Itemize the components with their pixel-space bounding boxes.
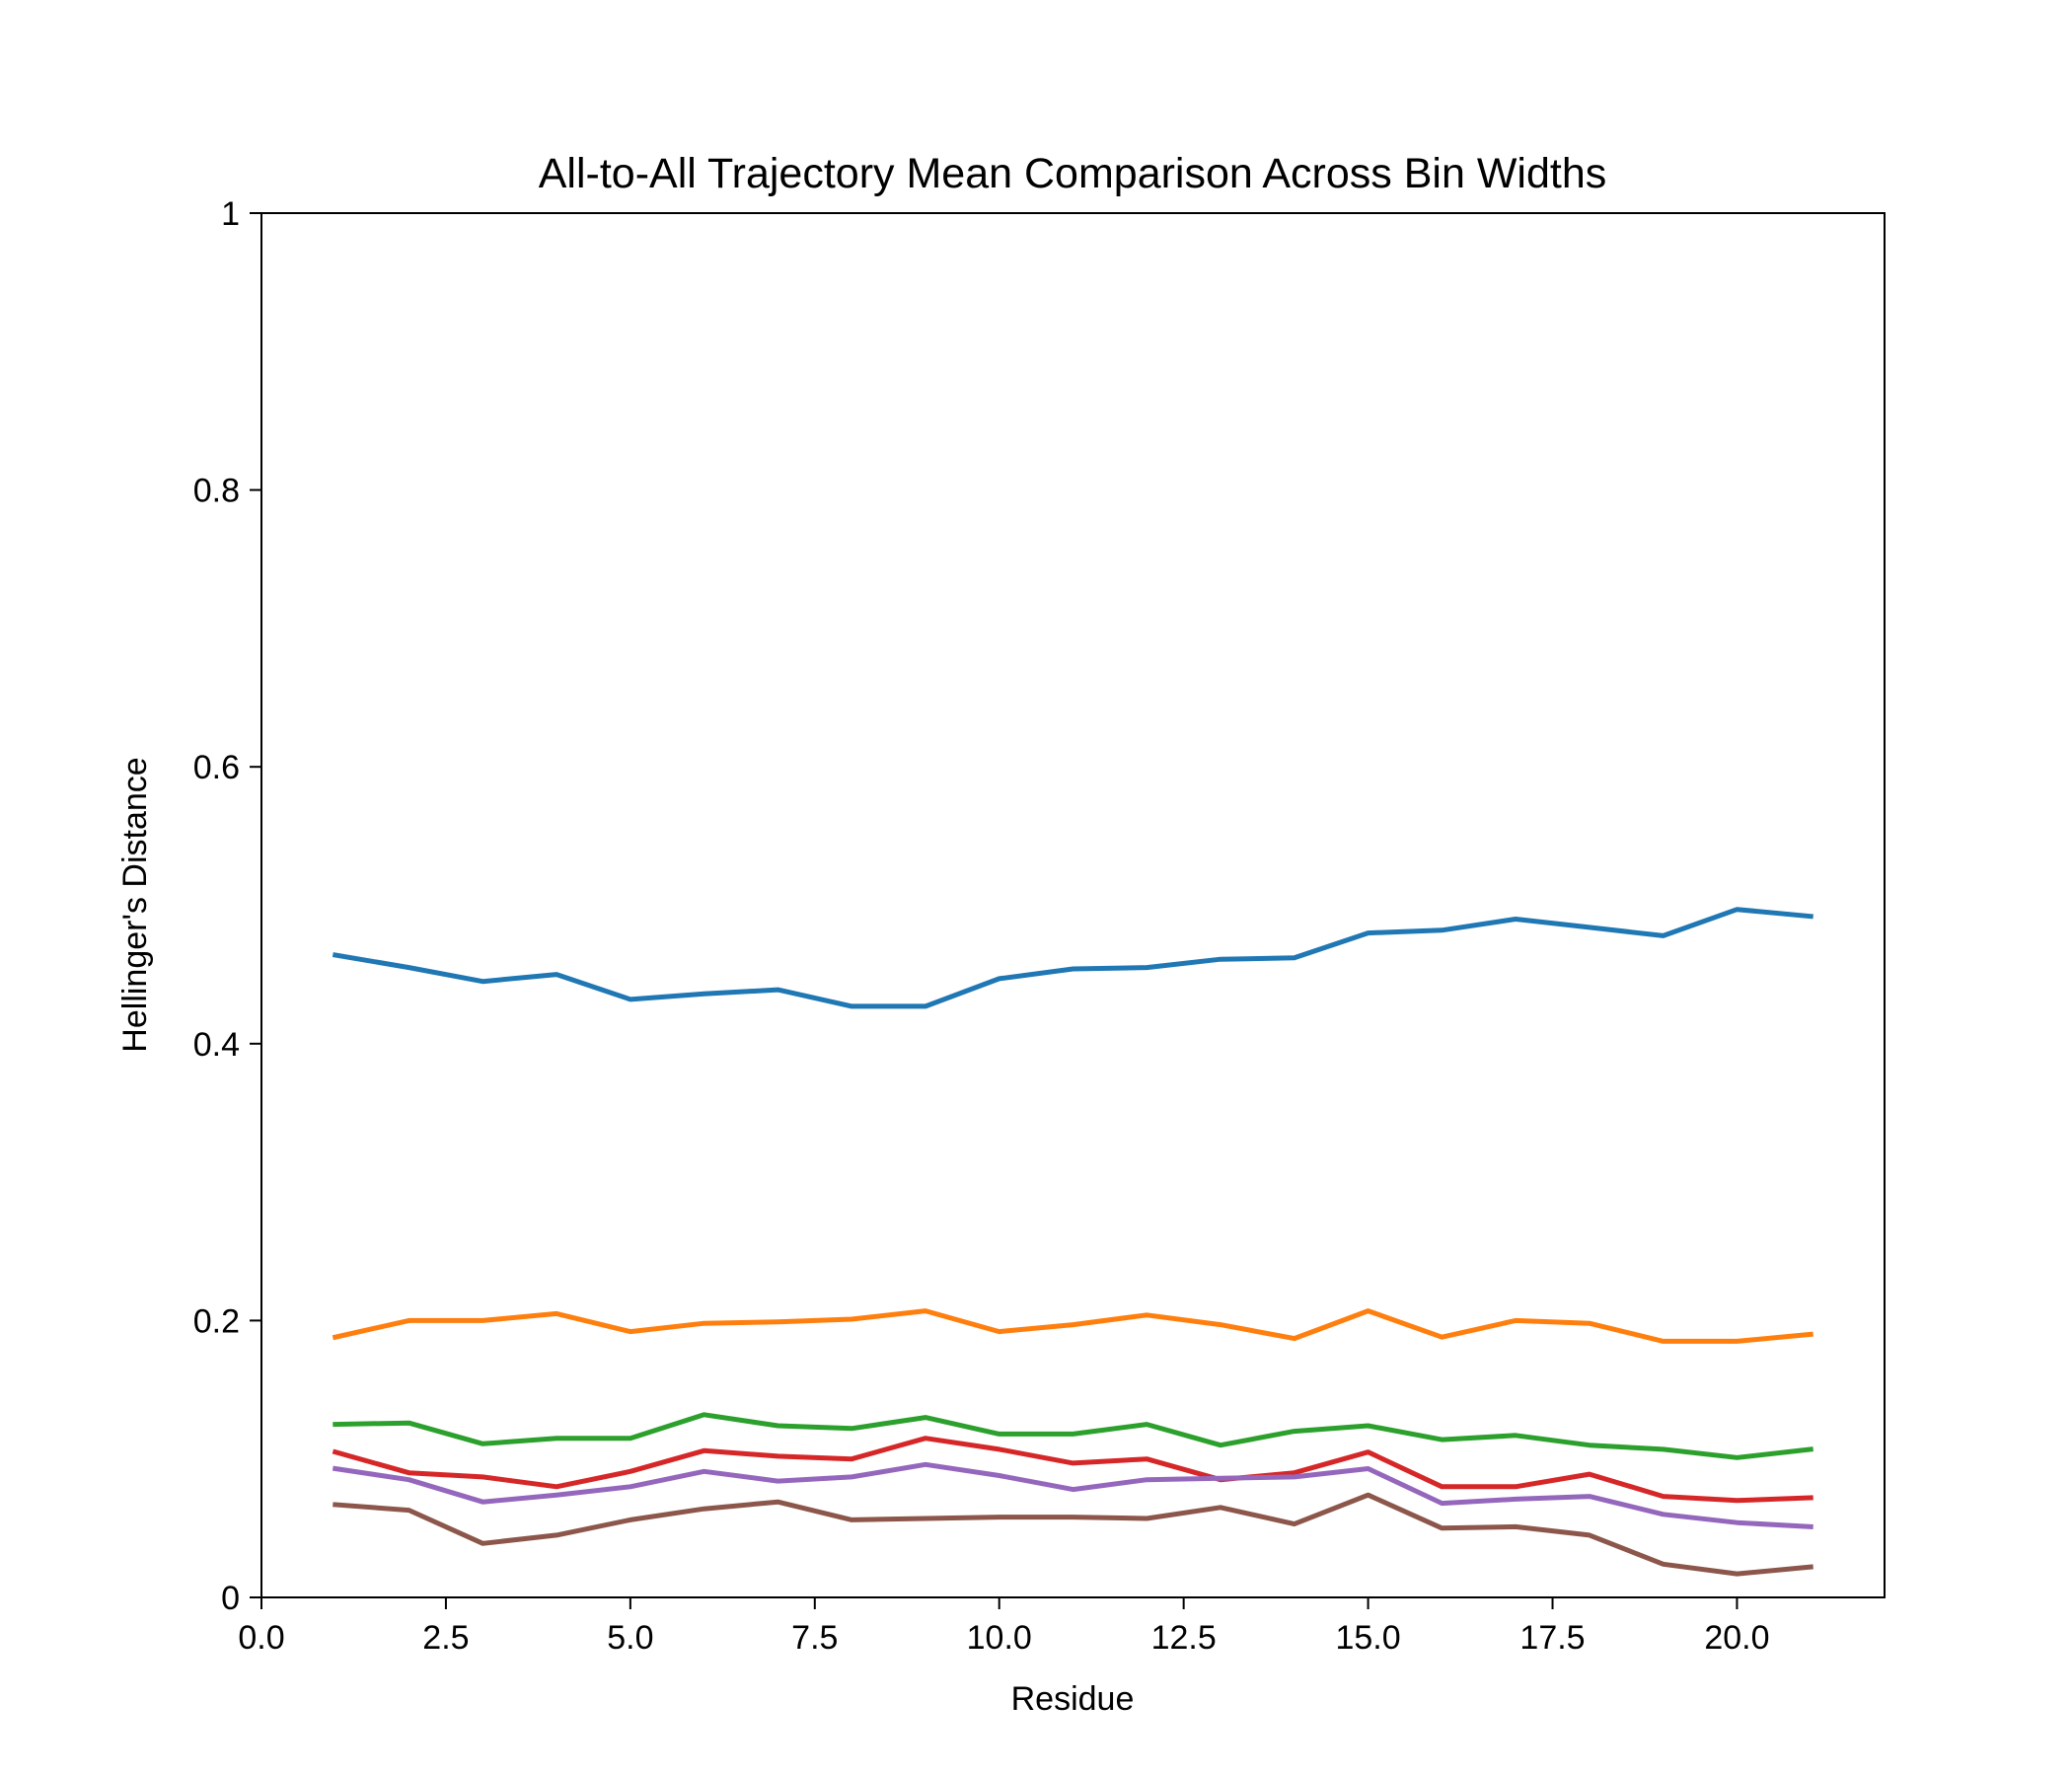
x-tick-label: 2.5 <box>422 1619 469 1657</box>
y-axis: 0 0.2 0.4 0.6 0.8 1 <box>193 195 261 1617</box>
x-tick-label: 12.5 <box>1151 1619 1217 1657</box>
x-tick-label: 17.5 <box>1519 1619 1585 1657</box>
y-tick-label: 0 <box>221 1580 240 1617</box>
series-line-1 <box>332 907 1813 1009</box>
plot-frame <box>260 212 1886 1598</box>
x-tick-label: 10.0 <box>967 1619 1032 1657</box>
y-axis-label: Hellinger's Distance <box>116 757 154 1052</box>
x-axis: 0.0 2.5 5.0 7.5 10.0 12.5 15.0 17.5 20.0 <box>238 1597 1770 1657</box>
series-line-2 <box>332 1308 1813 1344</box>
x-axis-label: Residue <box>1011 1680 1135 1718</box>
y-tick-label: 1 <box>221 195 240 233</box>
series-line-6 <box>333 1492 1813 1577</box>
chart-title: All-to-All Trajectory Mean Comparison Ac… <box>539 150 1607 197</box>
x-tick-label: 20.0 <box>1704 1619 1769 1657</box>
series-layer <box>332 907 1813 1577</box>
y-tick-label: 0.4 <box>193 1026 240 1064</box>
series-line-5 <box>332 1461 1813 1530</box>
series-line-3 <box>333 1412 1813 1460</box>
y-tick-label: 0.2 <box>193 1302 240 1340</box>
x-tick-label: 0.0 <box>238 1619 284 1657</box>
y-tick-label: 0.8 <box>193 473 240 510</box>
x-tick-label: 5.0 <box>607 1619 653 1657</box>
x-tick-label: 7.5 <box>791 1619 838 1657</box>
x-tick-label: 15.0 <box>1335 1619 1400 1657</box>
series-line-4 <box>332 1436 1813 1504</box>
y-tick-label: 0.6 <box>193 749 240 786</box>
